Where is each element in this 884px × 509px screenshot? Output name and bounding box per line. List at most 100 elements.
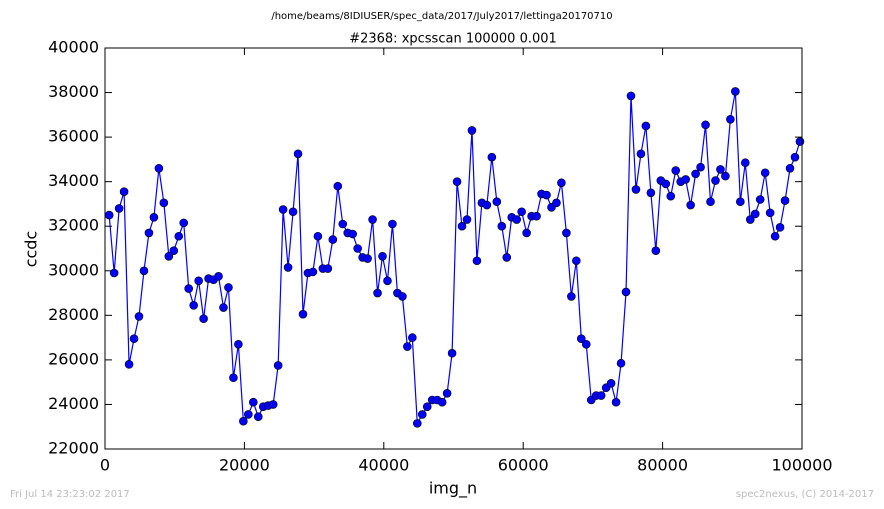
chart-subtitle: #2368: xpcsscan 100000 0.001 [349, 32, 557, 47]
data-point [164, 251, 174, 261]
data-point [244, 410, 253, 419]
chart-title: /home/beams/8IDIUSER/spec_data/2017/July… [271, 11, 612, 22]
data-point [567, 292, 576, 301]
data-point [641, 121, 651, 131]
data-point [412, 419, 422, 428]
data-point [686, 200, 695, 210]
data-point [780, 196, 790, 205]
data-point [442, 389, 452, 398]
data-point [696, 162, 705, 172]
data-point [716, 165, 725, 174]
data-point [740, 158, 750, 168]
data-point [517, 207, 526, 217]
data-point [298, 309, 308, 319]
data-point [581, 339, 591, 349]
y-axis-label: ccdc [22, 231, 41, 268]
data-point [308, 267, 318, 277]
data-point [283, 263, 293, 272]
data-point [293, 149, 303, 159]
data-point [785, 164, 795, 173]
y-tick-label: 22000 [48, 439, 99, 458]
data-point [721, 171, 730, 181]
data-point [542, 190, 551, 200]
data-point [288, 207, 298, 217]
data-point [323, 264, 333, 273]
data-point [462, 215, 472, 224]
data-point [273, 361, 283, 370]
plot-frame [104, 47, 803, 450]
data-point [268, 400, 278, 409]
data-point [184, 284, 193, 293]
data-point [328, 235, 338, 244]
data-point [457, 221, 467, 231]
x-tick-label: 20000 [219, 456, 270, 475]
data-point [770, 231, 780, 241]
data-point [104, 210, 114, 220]
data-point [398, 292, 407, 301]
data-point [174, 231, 184, 241]
data-point [403, 342, 412, 351]
data-point [472, 256, 482, 266]
data-point [383, 276, 392, 286]
data-point [522, 228, 531, 238]
data-point [691, 169, 700, 179]
data-point [572, 256, 581, 266]
y-tick-label: 30000 [48, 260, 99, 279]
data-point [313, 231, 323, 241]
y-tick-label: 38000 [48, 82, 99, 101]
x-tick-label: 80000 [637, 456, 688, 475]
data-point [552, 198, 561, 208]
data-point [388, 219, 397, 229]
data-point [119, 187, 129, 196]
data-point [726, 114, 735, 124]
data-point [363, 254, 372, 263]
data-point [124, 360, 134, 369]
x-tick-label: 60000 [498, 456, 549, 475]
data-point [621, 287, 631, 297]
data-point [775, 223, 785, 232]
data-point [179, 218, 189, 228]
data-point [671, 166, 681, 175]
data-point [408, 333, 417, 342]
series-line [108, 91, 801, 426]
data-point [636, 149, 646, 159]
data-point [736, 197, 745, 207]
x-tick-label: 40000 [358, 456, 409, 475]
data-point [447, 348, 457, 358]
y-tick-label: 40000 [48, 38, 99, 57]
data-point [562, 228, 571, 238]
data-point [502, 253, 512, 262]
data-point [487, 152, 497, 162]
data-point [557, 178, 566, 188]
data-point [750, 209, 760, 219]
data-point [278, 205, 288, 214]
data-point [576, 334, 586, 344]
data-point [795, 137, 805, 146]
data-point [249, 397, 258, 407]
footer-credit: spec2nexus, (C) 2014-2017 [736, 489, 874, 500]
data-point [229, 373, 238, 383]
data-point [199, 314, 208, 323]
data-point [149, 213, 159, 222]
y-tick-label: 36000 [48, 127, 99, 146]
data-point [661, 179, 671, 189]
data-point [452, 177, 462, 186]
data-point [755, 195, 765, 204]
y-tick-label: 32000 [48, 216, 99, 235]
data-point [646, 188, 656, 198]
data-point [333, 181, 343, 191]
data-point [467, 126, 477, 135]
data-point [139, 266, 149, 276]
data-point [353, 244, 362, 253]
data-point [765, 208, 775, 218]
data-point [234, 339, 243, 349]
data-point [338, 219, 348, 229]
data-point [194, 276, 203, 286]
data-point [114, 204, 124, 213]
data-point [422, 402, 432, 411]
data-point [611, 397, 621, 407]
footer-timestamp: Fri Jul 14 23:23:02 2017 [10, 489, 130, 500]
data-point [701, 120, 710, 130]
data-point [711, 176, 720, 185]
data-point [631, 185, 641, 194]
